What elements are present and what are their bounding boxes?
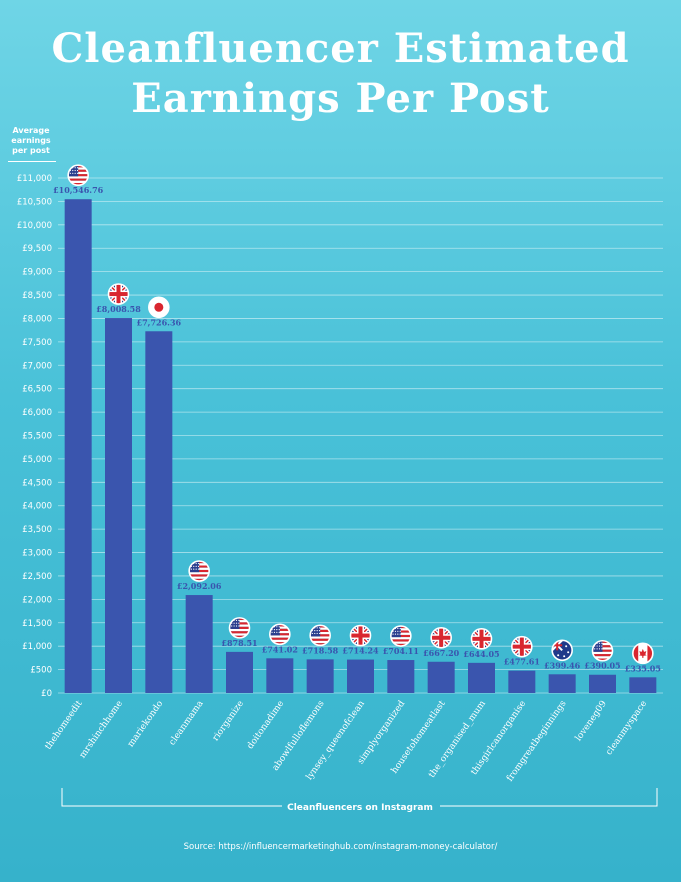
bar-abowlfulloflemons [306,659,334,693]
y-tick-label: £9,000 [22,268,52,278]
value-label: £7,726.36 [137,317,182,327]
flag-icon-uk [511,635,533,658]
value-label: £335.05 [625,663,661,673]
flag-icon-us [228,617,251,639]
bar-cleanmama [185,595,213,693]
flag-icon-uk [470,628,493,650]
value-label: £399.46 [544,660,581,670]
flag-icon-uk [430,626,452,649]
value-labels: £10,546.76 £8,008.58 £7,726.36 £2,092.06 £87… [53,185,661,673]
value-label: £704.11 [383,646,419,656]
value-label: £718.58 [302,645,339,655]
y-tick-label: £8,500 [22,291,52,301]
flag-icon-uk [107,283,130,305]
value-label: £2,092.06 [177,581,222,591]
y-tick-label: £8,000 [22,314,52,324]
value-label: £667.20 [423,648,460,658]
bar-riorganize [226,651,253,693]
flag-icon-ca [632,642,654,665]
flag-icon-us [591,639,614,662]
y-tick-label: £2,500 [22,572,52,582]
y-tick-label: £6,000 [22,408,52,418]
y-tick-label: £5,500 [22,432,52,442]
y-axis-label-underline [8,161,56,162]
y-tick-label: £10,000 [17,221,52,231]
flag-icon-uk [349,624,372,647]
x-axis-bracket-line [61,788,658,807]
chart-title-line-2: Earnings Per Post [131,75,550,122]
value-label: £477.61 [504,657,540,667]
bar-mariekondo [145,331,173,693]
y-tick-label: £500 [30,666,52,676]
x-tick-label: mariekondo [126,699,165,749]
y-axis-label-line-1: Average [12,126,50,135]
bar-cleanmyspace [629,677,657,693]
y-axis-ticks: £0 £500 £1,000 £1,500 £2,000 £2,500 £3,000 £3,5… [17,174,52,699]
bar-lynsey_queenofclean [347,659,374,693]
flag-icon-us [269,623,291,646]
value-label: £390.05 [584,661,620,671]
bar-fromgreatbeginnings [548,674,576,693]
flag-icon-au [551,639,573,662]
bar-housetohomeatlast [427,661,455,693]
chart-title: Cleanfluencer Estimated Earnings Per Pos… [0,24,681,124]
value-label: £644.05 [463,649,499,659]
chart-title-line-1: Cleanfluencer Estimated [51,25,630,72]
x-tick-label: mrshinchhome [78,699,125,760]
flag-icon-us [188,560,210,582]
x-tick-label: cleanmyspace [604,699,649,757]
country-flags [67,164,654,665]
x-axis-label: Cleanfluencers on Instagram [287,803,433,813]
bar-doitonadime [266,658,294,693]
y-tick-label: £0 [41,689,52,699]
flag-icon-jp [148,296,170,319]
y-axis-label-line-3: per post [12,146,50,155]
x-tick-label: loveneg09 [574,699,609,743]
flag-icon-us [309,624,331,647]
flag-icon-us [67,164,89,187]
bar-the_organised_mum [468,662,495,693]
y-tick-label: £3,500 [22,525,52,535]
bars [64,199,657,693]
bar-mrshinchhome [105,318,132,693]
bar-thehomeedit [64,199,92,693]
y-tick-label: £11,000 [17,174,52,184]
value-label: £741.02 [262,644,298,654]
y-tick-label: £4,500 [22,478,52,488]
y-tick-label: £7,000 [22,361,52,371]
x-tick-label: riorganize [211,699,246,743]
x-tick-label: doitonadime [246,699,287,751]
value-label: £8,008.58 [96,304,141,314]
x-axis-bracket: Cleanfluencers on Instagram [61,788,658,813]
value-label: £714.24 [342,646,379,656]
y-axis-label: Average earnings per post [6,126,56,156]
value-label: £878.51 [221,638,257,648]
x-tick-label: thehomeedit [44,699,85,752]
y-tick-label: £4,000 [22,502,52,512]
flag-icon-us [390,625,412,647]
y-tick-label: £5,000 [22,455,52,465]
y-tick-label: £10,500 [17,197,52,207]
bar-simplyorganized [387,660,415,693]
y-tick-label: £9,500 [22,244,52,254]
y-tick-label: £1,000 [22,642,52,652]
y-tick-label: £6,500 [22,385,52,395]
y-tick-label: £2,000 [22,595,52,605]
y-tick-label: £1,500 [22,619,52,629]
bar-thisgirlcanorganise [508,670,536,693]
bar-loveneg09 [589,674,616,693]
value-label: £10,546.76 [53,185,104,195]
x-tick-label: cleanmama [167,698,206,747]
source-note: Source: https://influencermarketinghub.c… [183,842,498,852]
y-tick-label: £3,000 [22,549,52,559]
y-axis-label-line-2: earnings [11,136,51,145]
y-tick-label: £7,500 [22,338,52,348]
